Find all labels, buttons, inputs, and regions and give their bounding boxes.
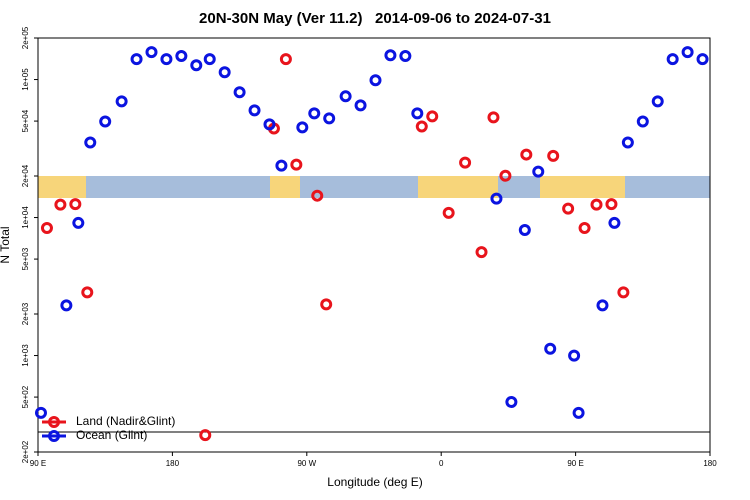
- data-point: [666, 53, 679, 66]
- data-point: [199, 429, 212, 442]
- y-tick-label: 5e+03: [21, 247, 30, 270]
- data-point: [411, 107, 424, 120]
- data-point: [218, 66, 231, 79]
- x-tick-label: 90 E: [567, 459, 583, 468]
- data-point: [562, 202, 575, 215]
- data-point: [518, 223, 531, 236]
- data-point: [99, 115, 112, 128]
- data-point: [399, 50, 412, 63]
- x-tick-label: 180: [166, 459, 180, 468]
- data-point: [34, 406, 47, 419]
- data-point: [308, 107, 321, 120]
- data-point: [190, 59, 203, 72]
- data-point: [696, 53, 709, 66]
- y-tick-label: 2e+04: [21, 164, 30, 187]
- legend-marker: [48, 416, 60, 428]
- chart-title: 20N-30N May (Ver 11.2) 2014-09-06 to 202…: [199, 10, 551, 27]
- data-point: [490, 192, 503, 205]
- data-point: [621, 136, 634, 149]
- data-point: [499, 169, 512, 182]
- legend-label: Land (Nadir&Glint): [76, 414, 175, 428]
- y-tick-label: 5e+04: [21, 109, 30, 132]
- data-point: [311, 189, 324, 202]
- y-tick-label: 2e+02: [21, 440, 30, 463]
- data-point: [426, 110, 439, 123]
- data-point: [248, 104, 261, 117]
- data-point: [320, 298, 333, 311]
- data-point: [681, 46, 694, 59]
- x-tick-label: 90 E: [30, 459, 46, 468]
- data-point: [69, 198, 82, 211]
- data-point: [651, 95, 664, 108]
- y-tick-label: 2e+03: [21, 302, 30, 325]
- data-point: [544, 342, 557, 355]
- data-point: [617, 286, 630, 299]
- data-point: [160, 53, 173, 66]
- data-point: [233, 86, 246, 99]
- data-point: [145, 46, 158, 59]
- data-point: [40, 221, 53, 234]
- y-tick-label: 1e+04: [21, 206, 30, 229]
- data-point: [568, 349, 581, 362]
- data-point: [487, 111, 500, 124]
- x-tick-label: 180: [703, 459, 717, 468]
- y-tick-label: 1e+05: [21, 68, 30, 91]
- plot-frame: [37, 37, 711, 453]
- data-point: [596, 299, 609, 312]
- y-axis-label: N Total: [0, 226, 12, 263]
- data-point: [369, 74, 382, 87]
- data-point: [520, 148, 533, 161]
- data-point: [384, 49, 397, 62]
- data-point: [354, 99, 367, 112]
- data-point: [608, 216, 621, 229]
- data-point: [54, 198, 67, 211]
- data-point: [72, 216, 85, 229]
- data-point: [175, 50, 188, 63]
- data-point: [115, 95, 128, 108]
- data-point: [81, 286, 94, 299]
- data-point: [505, 395, 518, 408]
- data-point: [339, 90, 352, 103]
- data-point: [296, 121, 309, 134]
- data-point: [275, 159, 288, 172]
- data-point: [84, 136, 97, 149]
- legend-label: Ocean (Glint): [76, 428, 147, 442]
- data-point: [60, 299, 73, 312]
- data-point: [323, 112, 336, 125]
- x-tick-label: 0: [439, 459, 444, 468]
- data-point: [605, 198, 618, 211]
- data-point: [263, 118, 276, 131]
- data-point: [590, 198, 603, 211]
- y-tick-label: 1e+03: [21, 344, 30, 367]
- data-point: [415, 120, 428, 133]
- y-tick-label: 2e+05: [21, 26, 30, 49]
- data-point: [475, 246, 488, 259]
- y-tick-label: 5e+02: [21, 385, 30, 408]
- data-point: [290, 158, 303, 171]
- data-point: [130, 53, 143, 66]
- data-point: [636, 115, 649, 128]
- data-point: [279, 53, 292, 66]
- data-point: [547, 149, 560, 162]
- x-tick-label: 90 W: [297, 459, 316, 468]
- legend-marker: [48, 430, 60, 442]
- data-point: [572, 406, 585, 419]
- data-point: [459, 156, 472, 169]
- x-axis-label: Longitude (deg E): [327, 475, 422, 489]
- data-point: [532, 165, 545, 178]
- data-point: [203, 53, 216, 66]
- map-strip: [38, 176, 710, 198]
- data-point: [442, 206, 455, 219]
- data-point: [578, 221, 591, 234]
